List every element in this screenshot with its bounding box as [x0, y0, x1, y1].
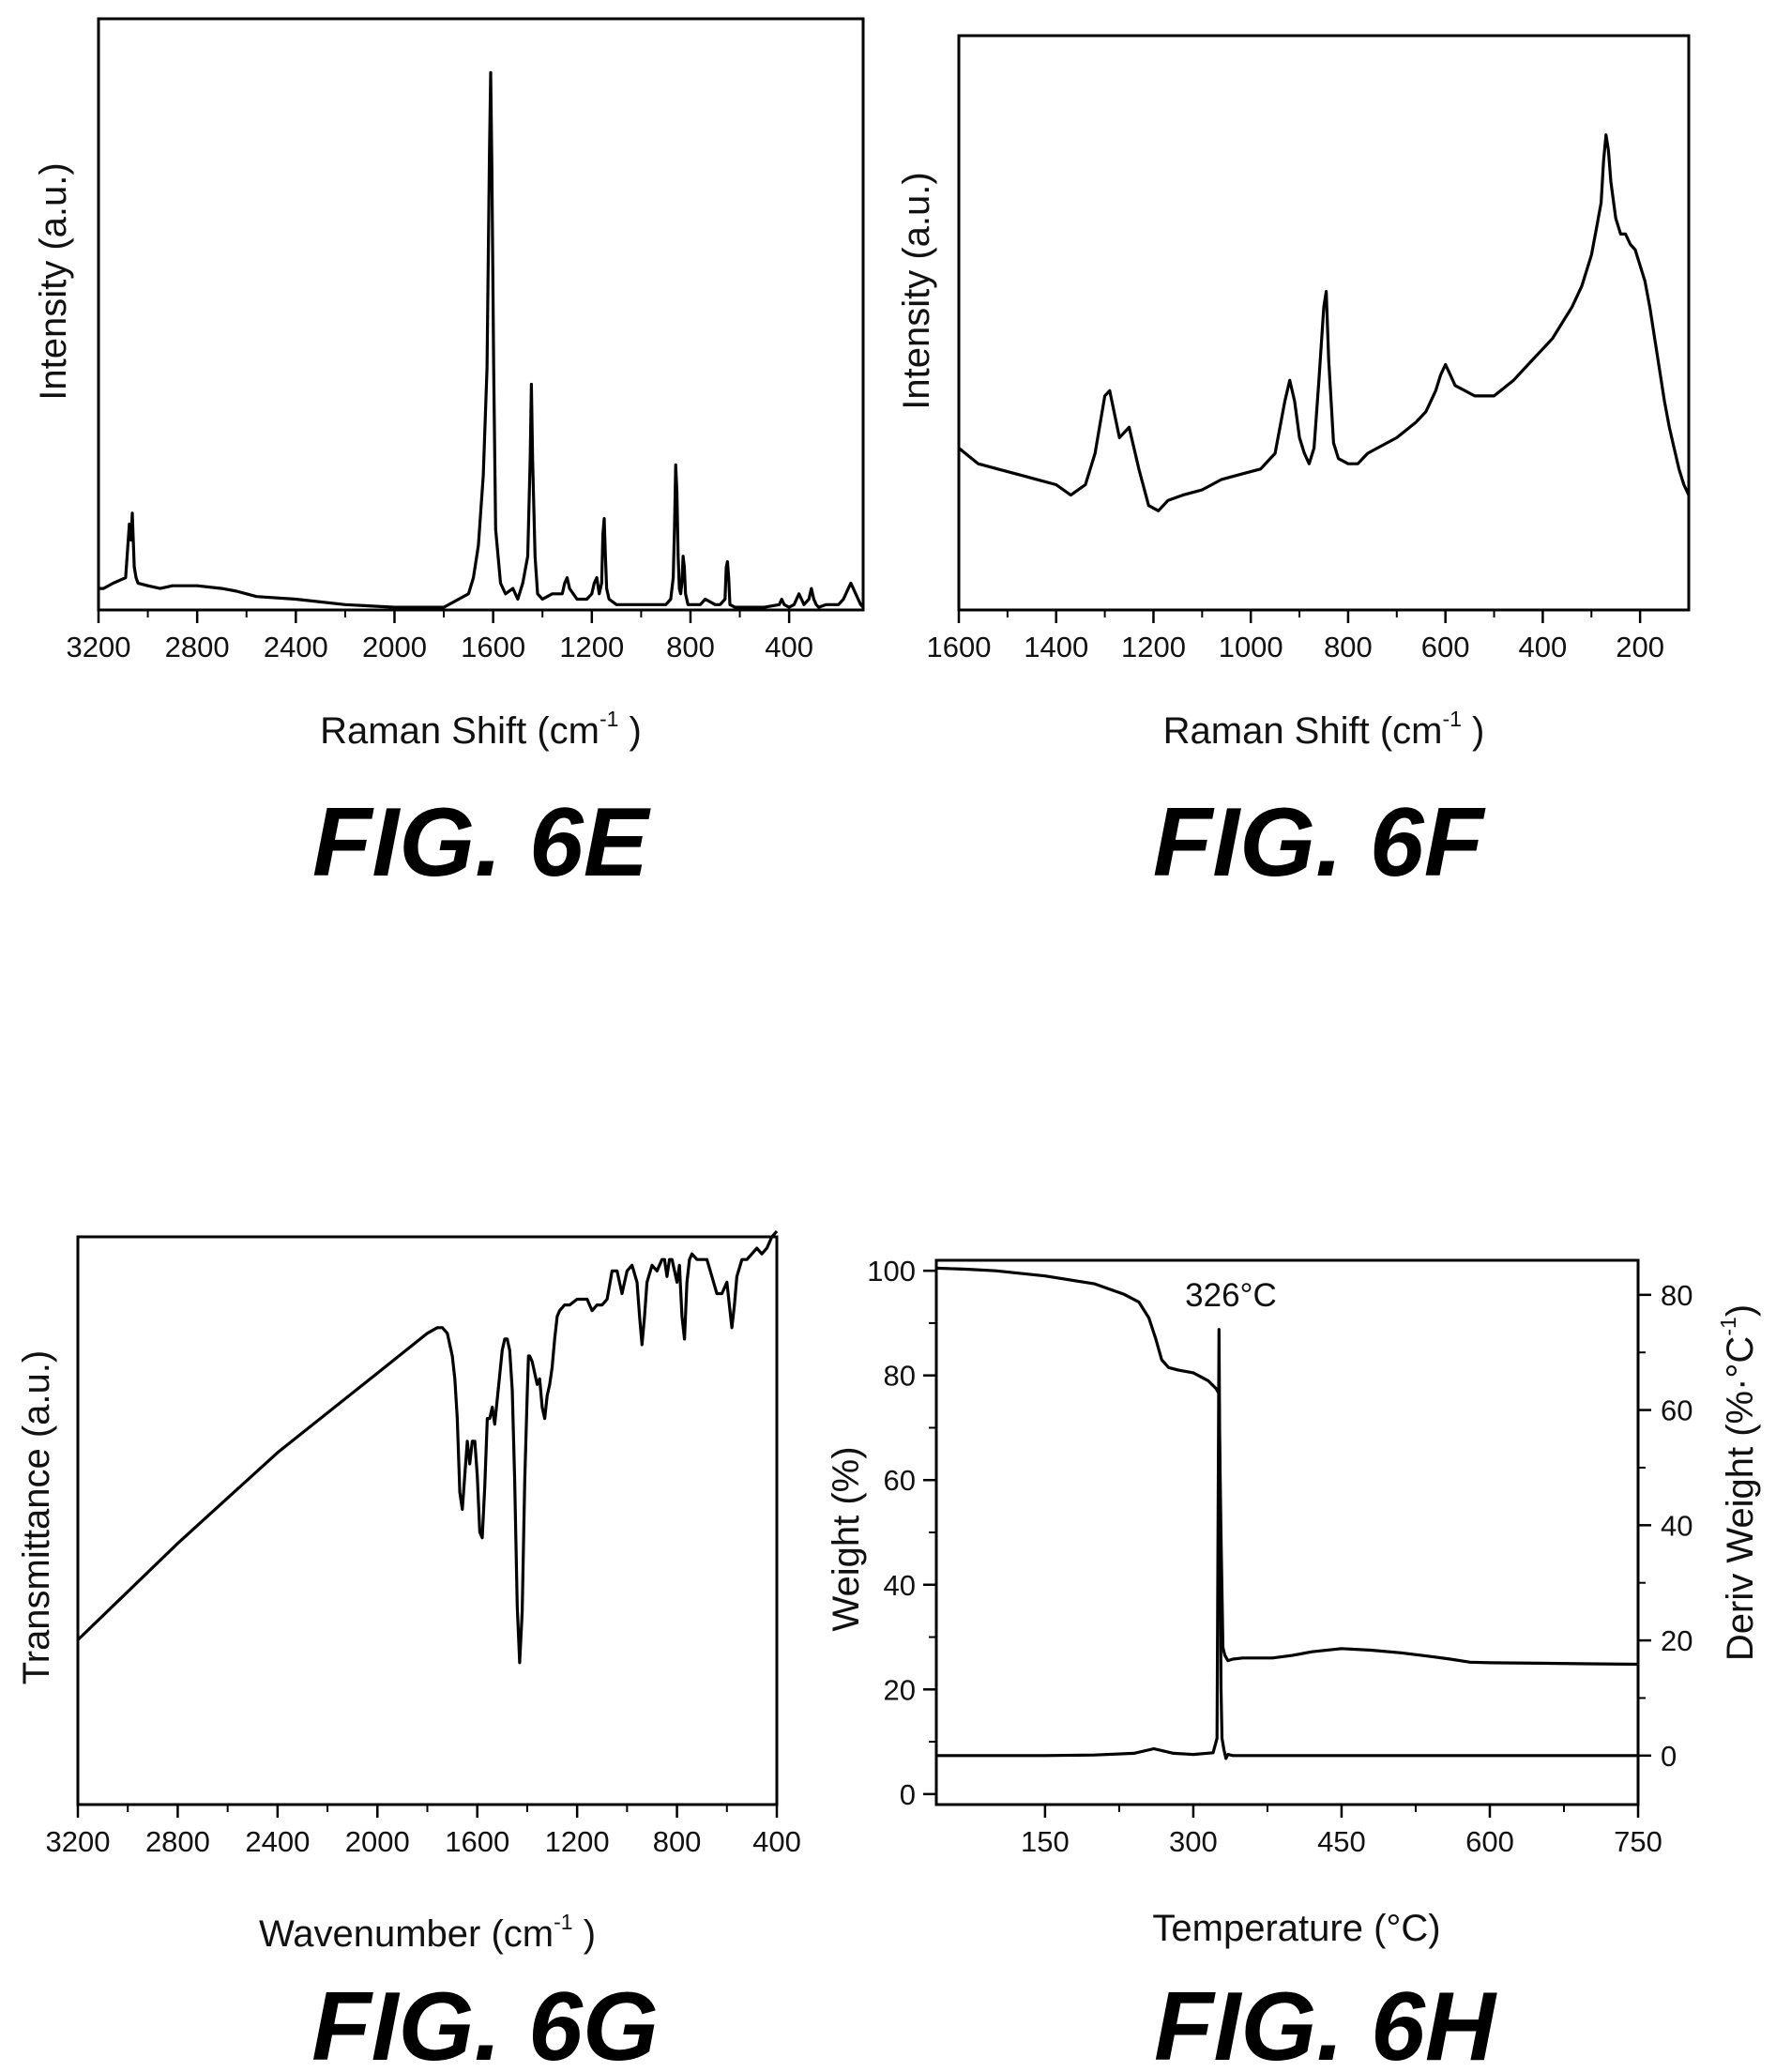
x-tick-label: 400: [1519, 631, 1568, 663]
x-tick-label: 1000: [1219, 631, 1283, 663]
x-tick-label: 600: [1465, 1825, 1514, 1858]
y2-tick-label: 80: [1661, 1279, 1693, 1312]
y2-tick-label: 0: [1661, 1740, 1677, 1773]
x-tick-label: 750: [1614, 1825, 1662, 1858]
x-axis-label: Raman Shift (cm-1 ): [1163, 707, 1485, 752]
x-tick-label: 3200: [46, 1825, 111, 1858]
x-tick-label: 1400: [1024, 631, 1088, 663]
x-axis-ticks: 1600 1400 1200 1000 800 600 400 200: [927, 610, 1664, 663]
y-axis-label: Intensity (a.u.): [33, 162, 74, 400]
ftir-spectrum-chart-6g: 3200 2800 2400 2000 1600 1200 800 400 Wavenumbe…: [16, 1229, 801, 2072]
x-tick-label: 3200: [67, 631, 131, 663]
tga-chart-6h: 150 300 450 600 750 0 20 40 60 80 100 0 20 40 60 80 3…: [826, 1255, 1761, 2072]
x-tick-label: 1200: [559, 631, 624, 663]
x-tick-label: 1600: [461, 631, 525, 663]
y-axis-label: Transmittance (a.u.): [16, 1350, 57, 1684]
y-tick-label: 60: [884, 1464, 916, 1497]
y-tick-label: 40: [884, 1569, 916, 1602]
x-tick-label: 150: [1021, 1825, 1070, 1858]
x-tick-label: 2400: [264, 631, 328, 663]
figure-label: FIG. 6E: [312, 788, 651, 897]
figure-label: FIG. 6F: [1153, 788, 1486, 897]
x-tick-label: 1600: [927, 631, 992, 663]
plot-frame: [957, 34, 1691, 612]
x-tick-label: 400: [765, 631, 813, 663]
y2-tick-label: 20: [1661, 1624, 1693, 1657]
weight-line: [935, 1266, 1639, 1667]
x-tick-label: 2000: [362, 631, 427, 663]
y-tick-label: 80: [884, 1360, 916, 1393]
y2-tick-label: 40: [1661, 1509, 1693, 1542]
x-tick-label: 800: [1324, 631, 1373, 663]
x-tick-label: 450: [1317, 1825, 1366, 1858]
x-axis-label: Raman Shift (cm-1 ): [320, 707, 642, 752]
spectrum-line: [99, 70, 865, 609]
x-tick-label: 200: [1616, 631, 1664, 663]
spectrum-line: [76, 1229, 779, 1665]
plot-frame: [934, 1258, 1640, 1806]
x-tick-label: 2800: [165, 631, 230, 663]
deriv-weight-line: [936, 1328, 1638, 1760]
x-tick-label: 2000: [345, 1825, 410, 1858]
x-tick-label: 2400: [245, 1825, 310, 1858]
x-tick-label: 1600: [445, 1825, 509, 1858]
y-axis-label: Intensity (a.u.): [896, 172, 937, 409]
x-tick-label: 400: [752, 1825, 801, 1858]
x-tick-label: 600: [1421, 631, 1470, 663]
y2-axis-label: Deriv Weight (%·°C-1): [1716, 1304, 1761, 1661]
figure-label: FIG. 6H: [1154, 1973, 1497, 2072]
raman-spectrum-chart-6e: 3200 2800 2400 2000 1600 1200 800 400 Raman Shi…: [33, 17, 865, 897]
y-tick-label: 20: [884, 1673, 916, 1706]
x-axis-label: Temperature (°C): [1152, 1908, 1440, 1949]
x-axis-ticks: 150 300 450 600 750: [1021, 1805, 1662, 1858]
x-tick-label: 300: [1169, 1825, 1218, 1858]
x-tick-label: 800: [666, 631, 715, 663]
spectrum-line: [957, 133, 1691, 512]
plot-frame: [76, 1235, 779, 1806]
y-tick-label: 100: [867, 1255, 916, 1287]
x-tick-label: 800: [653, 1825, 702, 1858]
y-axis-ticks: 0 20 40 60 80 100: [867, 1255, 936, 1811]
x-axis-ticks: 3200 2800 2400 2000 1600 1200 800 400: [46, 1805, 801, 1858]
x-axis-label: Wavenumber (cm-1 ): [259, 1910, 596, 1955]
figure-label: FIG. 6G: [311, 1973, 659, 2072]
peak-annotation: 326°C: [1185, 1277, 1277, 1314]
plot-frame: [97, 17, 865, 612]
y-axis-label: Weight (%): [826, 1446, 867, 1631]
x-tick-label: 1200: [545, 1825, 610, 1858]
y-tick-label: 0: [900, 1778, 916, 1811]
x-axis-ticks: 3200 2800 2400 2000 1600 1200 800 400: [67, 610, 813, 663]
raman-spectrum-chart-6f: 1600 1400 1200 1000 800 600 400 200 Raman Shift…: [896, 34, 1691, 897]
x-tick-label: 1200: [1121, 631, 1186, 663]
y2-tick-label: 60: [1661, 1394, 1693, 1427]
x-tick-label: 2800: [145, 1825, 210, 1858]
y2-axis-ticks: 0 20 40 60 80: [1638, 1279, 1693, 1773]
